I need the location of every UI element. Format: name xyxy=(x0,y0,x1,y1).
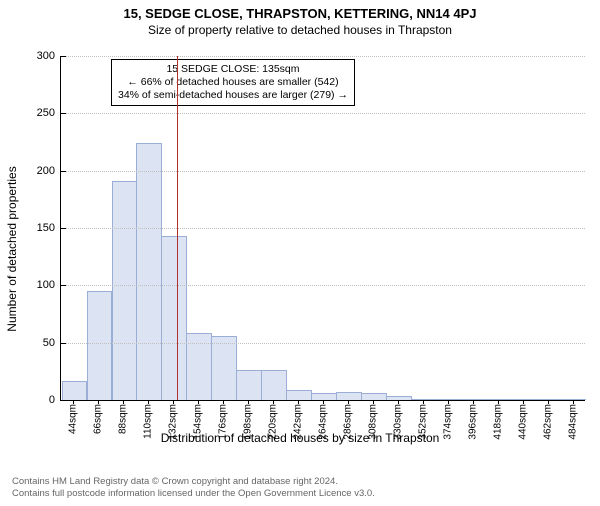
callout-box: 15 SEDGE CLOSE: 135sqm ← 66% of detached… xyxy=(111,59,355,106)
y-tick-label: 50 xyxy=(43,337,61,349)
x-axis-label: Distribution of detached houses by size … xyxy=(0,431,600,445)
y-axis-label: Number of detached properties xyxy=(5,166,19,331)
histogram-bar xyxy=(136,143,162,400)
grid-line xyxy=(61,56,585,57)
histogram-bar xyxy=(236,370,262,400)
x-tick-label: 44sqm xyxy=(68,400,79,434)
histogram-bar xyxy=(211,336,237,400)
footer-line1: Contains HM Land Registry data © Crown c… xyxy=(12,476,375,488)
callout-line2: ← 66% of detached houses are smaller (54… xyxy=(118,76,348,89)
callout-line3: 34% of semi-detached houses are larger (… xyxy=(118,89,348,102)
y-tick-label: 100 xyxy=(37,279,61,291)
page-title: 15, SEDGE CLOSE, THRAPSTON, KETTERING, N… xyxy=(0,6,600,21)
footer-line2: Contains full postcode information licen… xyxy=(12,488,375,500)
page-subtitle: Size of property relative to detached ho… xyxy=(0,23,600,37)
y-tick-label: 250 xyxy=(37,107,61,119)
histogram-bar xyxy=(336,392,362,400)
reference-line xyxy=(177,56,178,400)
plot-area: 15 SEDGE CLOSE: 135sqm ← 66% of detached… xyxy=(60,56,585,401)
y-tick-label: 200 xyxy=(37,165,61,177)
y-tick-label: 150 xyxy=(37,222,61,234)
footer-attribution: Contains HM Land Registry data © Crown c… xyxy=(12,476,375,500)
histogram-bar xyxy=(261,370,287,400)
grid-line xyxy=(61,343,585,344)
histogram-bar xyxy=(62,381,88,400)
x-tick-label: 66sqm xyxy=(93,400,104,434)
histogram-bar xyxy=(161,236,187,400)
y-tick-label: 0 xyxy=(49,394,61,406)
y-tick-label: 300 xyxy=(37,50,61,62)
grid-line xyxy=(61,171,585,172)
histogram-bar xyxy=(286,390,312,400)
callout-line1: 15 SEDGE CLOSE: 135sqm xyxy=(118,63,348,76)
histogram-bar xyxy=(311,393,337,400)
histogram-bar xyxy=(87,291,113,400)
x-tick-label: 88sqm xyxy=(118,400,129,434)
grid-line xyxy=(61,113,585,114)
chart-container: Number of detached properties 15 SEDGE C… xyxy=(0,46,600,451)
grid-line xyxy=(61,285,585,286)
histogram-bar xyxy=(112,181,138,400)
grid-line xyxy=(61,228,585,229)
histogram-bar xyxy=(361,393,387,400)
